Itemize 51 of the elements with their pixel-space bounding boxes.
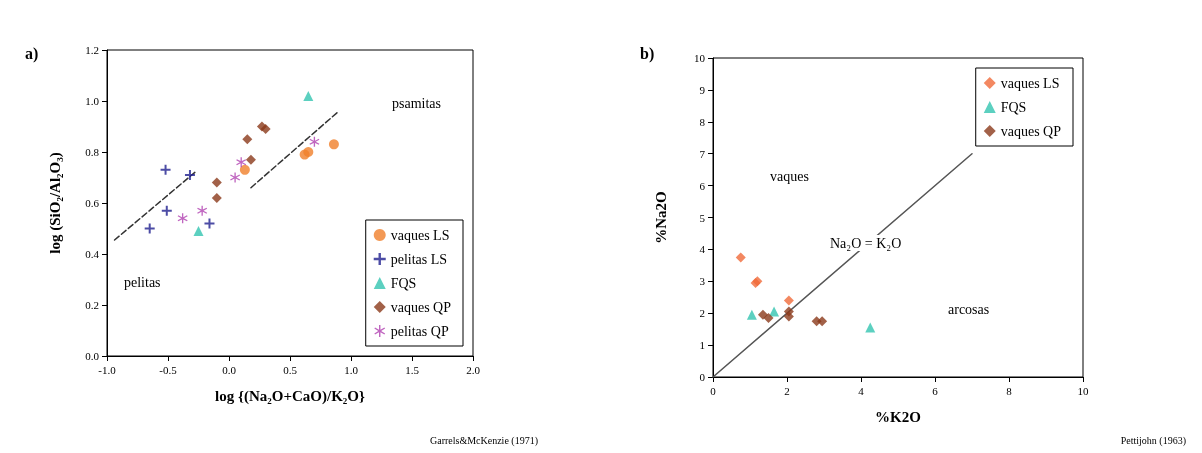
legend-label: FQS: [390, 275, 417, 291]
y-tick-label: 0.2: [85, 299, 99, 311]
legend-label: vaques LS: [390, 227, 450, 243]
x-tick-label: 4: [858, 384, 865, 397]
y-tick-label: 5: [699, 211, 706, 224]
legend-label: FQS: [1000, 99, 1027, 115]
legend-label: vaques QP: [1000, 123, 1062, 139]
x-tick-label: 1.5: [405, 363, 420, 376]
y-tick-label: 7: [699, 147, 706, 160]
x-tick-label: 0: [710, 384, 717, 397]
chart-title: a): [25, 44, 39, 63]
y-tick-label: 0.4: [85, 248, 100, 260]
x-axis-title: %K2O: [875, 408, 921, 425]
chart-title: b): [640, 44, 655, 63]
x-tick-label: 10: [1077, 384, 1089, 397]
x-tick-label: 2.0: [466, 363, 481, 376]
y-tick-label: 1.2: [85, 44, 99, 56]
x-axis-title: log {(Na₂O+CaO)/K₂O}: [215, 387, 365, 405]
text: Garrels&McKenzie (1971): [429, 434, 538, 447]
annotation: arcosas: [948, 301, 990, 317]
y-tick-label: 1.0: [85, 95, 100, 107]
y-tick-label: 8: [699, 115, 706, 128]
y-axis-title: %Na2O: [652, 191, 669, 244]
y-axis-title: log (SiO₂/Al₂O₃): [46, 152, 64, 254]
y-tick-label: 1: [699, 339, 705, 352]
y-tick-label: 4: [699, 243, 706, 256]
legend-label: vaques QP: [390, 299, 452, 315]
annotation: Na₂O = K₂O: [830, 235, 902, 251]
x-tick-label: 0.5: [283, 363, 298, 376]
x-tick-label: 1.0: [344, 363, 359, 376]
x-tick-label: 2: [784, 384, 790, 397]
y-tick-label: 10: [694, 52, 706, 64]
x-tick-label: 6: [932, 384, 939, 397]
y-tick-label: 9: [699, 83, 706, 96]
annotation: pelitas: [124, 274, 161, 290]
x-tick-label: 0.0: [222, 363, 237, 376]
annotation: vaques: [770, 168, 809, 184]
y-tick-label: 3: [699, 275, 706, 288]
legend-label: pelitas LS: [390, 251, 448, 267]
annotation: psamitas: [392, 95, 441, 111]
legend-label: vaques LS: [1000, 75, 1060, 91]
legend-label: pelitas QP: [390, 323, 449, 339]
y-tick-label: 0.0: [85, 350, 100, 362]
y-tick-label: 2: [699, 307, 705, 320]
y-tick-label: 6: [699, 179, 706, 192]
y-tick-label: 0.8: [85, 146, 100, 158]
text: Pettijohn (1963): [1120, 434, 1186, 447]
x-tick-label: -1.0: [98, 363, 117, 376]
y-tick-label: 0.6: [85, 197, 100, 209]
x-tick-label: -0.5: [159, 363, 178, 376]
x-tick-label: 8: [1006, 384, 1013, 397]
